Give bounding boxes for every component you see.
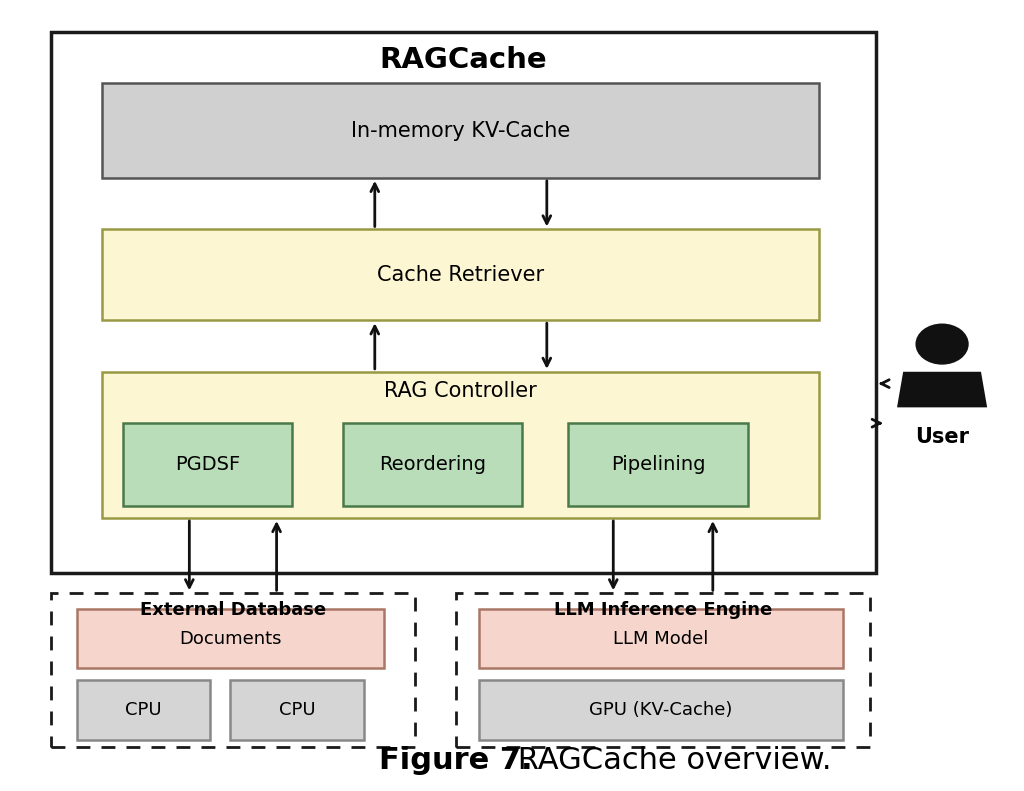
FancyBboxPatch shape bbox=[343, 423, 522, 506]
Text: Documents: Documents bbox=[179, 630, 282, 648]
FancyBboxPatch shape bbox=[123, 423, 292, 506]
Text: Pipelining: Pipelining bbox=[610, 455, 706, 475]
Text: Reordering: Reordering bbox=[379, 455, 486, 475]
FancyBboxPatch shape bbox=[102, 372, 819, 518]
Text: Figure 7.: Figure 7. bbox=[379, 746, 532, 775]
Text: RAG Controller: RAG Controller bbox=[384, 381, 538, 401]
FancyBboxPatch shape bbox=[479, 609, 843, 668]
Text: RAGCache overview.: RAGCache overview. bbox=[508, 746, 831, 775]
Text: User: User bbox=[915, 427, 969, 447]
FancyBboxPatch shape bbox=[479, 680, 843, 740]
FancyBboxPatch shape bbox=[456, 593, 870, 747]
Text: In-memory KV-Cache: In-memory KV-Cache bbox=[351, 120, 570, 141]
FancyBboxPatch shape bbox=[102, 229, 819, 320]
FancyBboxPatch shape bbox=[51, 593, 415, 747]
Text: CPU: CPU bbox=[279, 701, 315, 719]
Text: LLM Inference Engine: LLM Inference Engine bbox=[554, 601, 772, 619]
Text: GPU (KV-Cache): GPU (KV-Cache) bbox=[589, 701, 733, 719]
Text: PGDSF: PGDSF bbox=[175, 455, 240, 475]
FancyBboxPatch shape bbox=[51, 32, 876, 573]
Text: CPU: CPU bbox=[125, 701, 162, 719]
Text: LLM Model: LLM Model bbox=[613, 630, 709, 648]
Polygon shape bbox=[897, 372, 987, 407]
Text: Cache Retriever: Cache Retriever bbox=[377, 265, 545, 285]
Text: External Database: External Database bbox=[140, 601, 326, 619]
FancyBboxPatch shape bbox=[77, 609, 384, 668]
Text: RAGCache: RAGCache bbox=[380, 46, 547, 74]
FancyBboxPatch shape bbox=[77, 680, 210, 740]
FancyBboxPatch shape bbox=[102, 83, 819, 178]
FancyBboxPatch shape bbox=[230, 680, 364, 740]
FancyBboxPatch shape bbox=[568, 423, 748, 506]
Circle shape bbox=[915, 324, 969, 365]
